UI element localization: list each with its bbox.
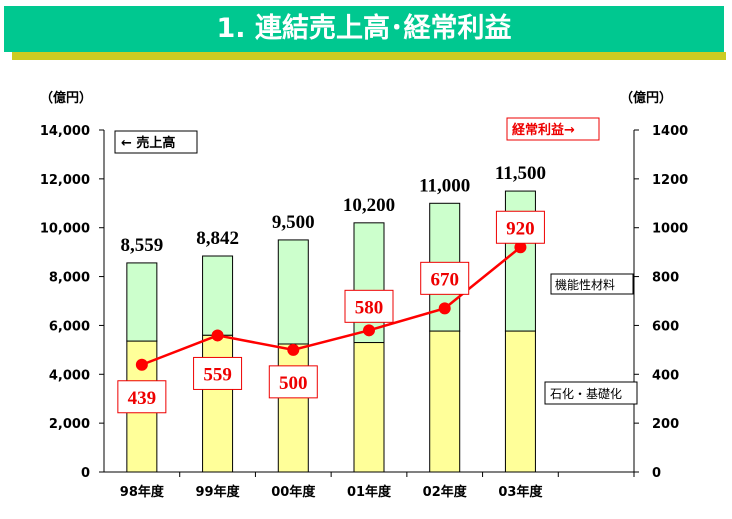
bar-total-label: 10,200 (343, 195, 395, 216)
profit-label-box (193, 356, 243, 390)
basic-legend: 石化・基礎化 (550, 387, 622, 401)
profit-label-box (420, 261, 470, 295)
bar-functional (277, 239, 309, 345)
bar-basic (277, 343, 309, 473)
x-tick-label: 01年度 (347, 484, 392, 500)
left-tick-label: 14,000 (40, 124, 90, 139)
profit-line (141, 246, 522, 366)
left-tick-label: 2,000 (49, 417, 90, 432)
profit-point (514, 241, 527, 254)
x-tick-label: 00年度 (271, 484, 316, 500)
right-tick-label: 400 (652, 368, 679, 383)
bar-total-label: 11,500 (495, 163, 546, 184)
right-tick-label: 1400 (652, 124, 688, 139)
left-tick-label: 12,000 (40, 173, 90, 188)
x-tick-label: 98年度 (120, 484, 165, 500)
left-tick-label: 0 (81, 466, 90, 481)
x-tick-label: 03年度 (498, 484, 543, 500)
right-tick-label: 0 (652, 466, 661, 481)
bar-basic (202, 334, 234, 473)
functional-legend: 機能性材料 (555, 277, 615, 292)
profit-label: 670 (430, 269, 459, 290)
profit-label: 439 (128, 388, 157, 409)
bar-basic (504, 330, 536, 473)
bar-total-label: 9,500 (272, 212, 315, 233)
profit-point (287, 343, 300, 356)
left-axis-label: （億円） (40, 90, 92, 106)
bar-functional (202, 255, 234, 336)
right-tick-label: 1200 (652, 173, 688, 188)
right-tick-label: 600 (652, 319, 679, 334)
bar-total-label: 11,000 (419, 175, 470, 196)
right-axis-label: （億円） (620, 90, 672, 106)
profit-point (363, 324, 375, 337)
profit-label: 580 (355, 297, 384, 318)
profit-point (135, 358, 148, 371)
right-tick-label: 1000 (652, 222, 688, 237)
profit-label-box (344, 289, 394, 323)
profit-label-box (495, 210, 545, 244)
right-tick-label: 800 (652, 271, 679, 286)
left-tick-label: 4,000 (49, 368, 90, 383)
profit-point (211, 329, 224, 342)
profit-label-box (117, 380, 167, 414)
bar-functional (126, 262, 158, 342)
x-tick-label: 02年度 (423, 484, 468, 500)
page-title: 1. 連結売上高･経常利益 (4, 6, 724, 52)
bar-basic (353, 342, 385, 473)
left-tick-label: 6,000 (49, 319, 90, 334)
sales-annotation: ← 売上高 (121, 135, 175, 151)
profit-label-box (268, 365, 318, 399)
right-tick-label: 200 (652, 417, 679, 432)
profit-label: 920 (506, 218, 535, 239)
x-tick-label: 99年度 (196, 484, 241, 500)
profit-label: 500 (279, 373, 308, 394)
bar-total-label: 8,842 (196, 228, 239, 249)
left-tick-label: 10,000 (40, 222, 90, 237)
profit-annotation: 経常利益→ (512, 122, 575, 138)
profit-point (438, 302, 451, 315)
left-tick-label: 8,000 (49, 271, 90, 286)
bar-basic (429, 330, 461, 473)
bar-total-label: 8,559 (120, 235, 163, 256)
title-shadow (12, 52, 726, 60)
profit-label: 559 (203, 364, 232, 385)
